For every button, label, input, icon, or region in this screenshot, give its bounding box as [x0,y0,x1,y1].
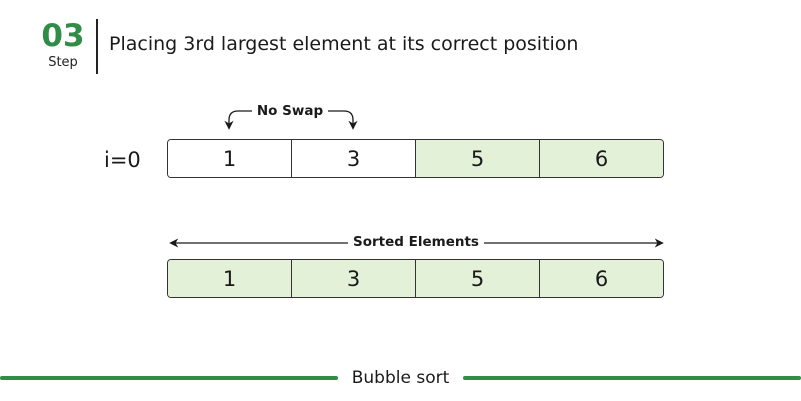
step-number: 03 [41,18,85,54]
sorted-cell-4: 6 [539,260,663,297]
sorted-elements-label: Sorted Elements [348,232,484,252]
iteration-cell-4: 6 [539,140,663,177]
footer-line-right [463,376,801,380]
step-label: Step [48,55,78,70]
no-swap-label: No Swap [252,101,328,121]
page-title: Placing 3rd largest element at its corre… [109,33,579,55]
iteration-cell-2: 3 [291,140,415,177]
header-divider [96,19,98,74]
footer-title: Bubble sort [351,368,450,388]
sorted-cell-3: 5 [415,260,539,297]
no-swap-right-arrow [328,110,358,130]
sorted-cell-1: 1 [168,260,291,297]
iteration-cell-1: 1 [168,140,291,177]
sorted-cell-2: 3 [291,260,415,297]
sorted-array: 1 3 5 6 [167,259,664,298]
iteration-array: 1 3 5 6 [167,139,664,178]
iteration-cell-3: 5 [415,140,539,177]
footer-line-left [0,376,338,380]
no-swap-left-arrow [224,110,252,130]
iteration-label: i=0 [104,148,141,172]
